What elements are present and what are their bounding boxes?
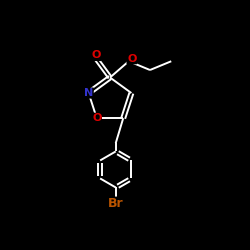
Text: O: O: [92, 50, 101, 60]
Text: N: N: [84, 88, 93, 98]
Text: Br: Br: [108, 197, 124, 210]
Text: O: O: [92, 113, 102, 123]
Text: O: O: [127, 54, 136, 64]
